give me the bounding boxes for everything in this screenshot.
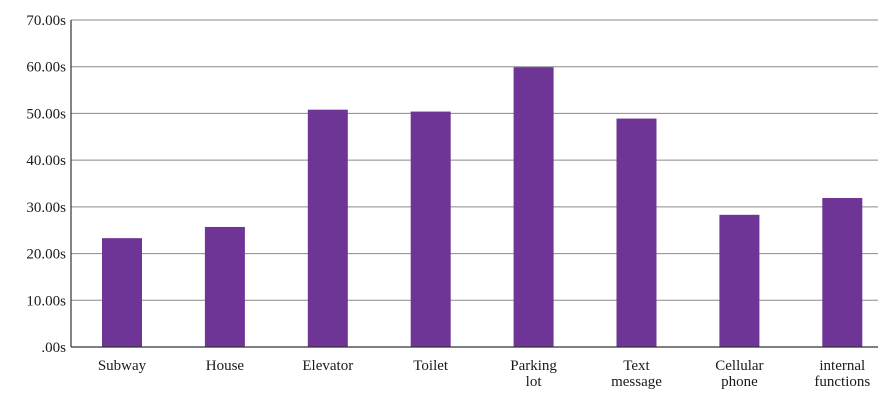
y-tick-label: 40.00s <box>26 153 66 169</box>
y-tick-label: 20.00s <box>26 247 66 263</box>
bar <box>513 67 554 347</box>
x-category-label: Elevator <box>302 358 353 374</box>
y-tick-label: 50.00s <box>26 106 66 122</box>
x-category-label: Cellular phone <box>715 358 763 390</box>
bar <box>102 238 142 347</box>
x-category-label: internal functions <box>814 358 870 390</box>
y-tick-label: 30.00s <box>26 200 66 216</box>
x-axis-category-labels: Subway House Elevator Toilet Parking lot Text m… <box>98 358 871 390</box>
x-category-label: Toilet <box>413 358 449 374</box>
bar <box>822 197 863 347</box>
bar <box>616 118 657 348</box>
bar <box>204 226 245 347</box>
bar <box>410 111 451 347</box>
x-category-label: House <box>206 358 245 374</box>
bar <box>307 109 348 347</box>
x-category-label: Parking lot <box>510 358 557 390</box>
y-tick-label: .00s <box>41 340 66 356</box>
bars <box>102 67 863 348</box>
y-tick-label: 70.00s <box>26 13 66 29</box>
bar <box>719 214 760 347</box>
x-category-label: Text message <box>611 358 662 390</box>
y-axis-tick-labels: .00s 10.00s 20.00s 30.00s 40.00s 50.00s 60.00s… <box>26 13 66 356</box>
y-tick-label: 60.00s <box>26 60 66 76</box>
y-tick-label: 10.00s <box>26 293 66 309</box>
x-category-label: Subway <box>98 358 147 374</box>
